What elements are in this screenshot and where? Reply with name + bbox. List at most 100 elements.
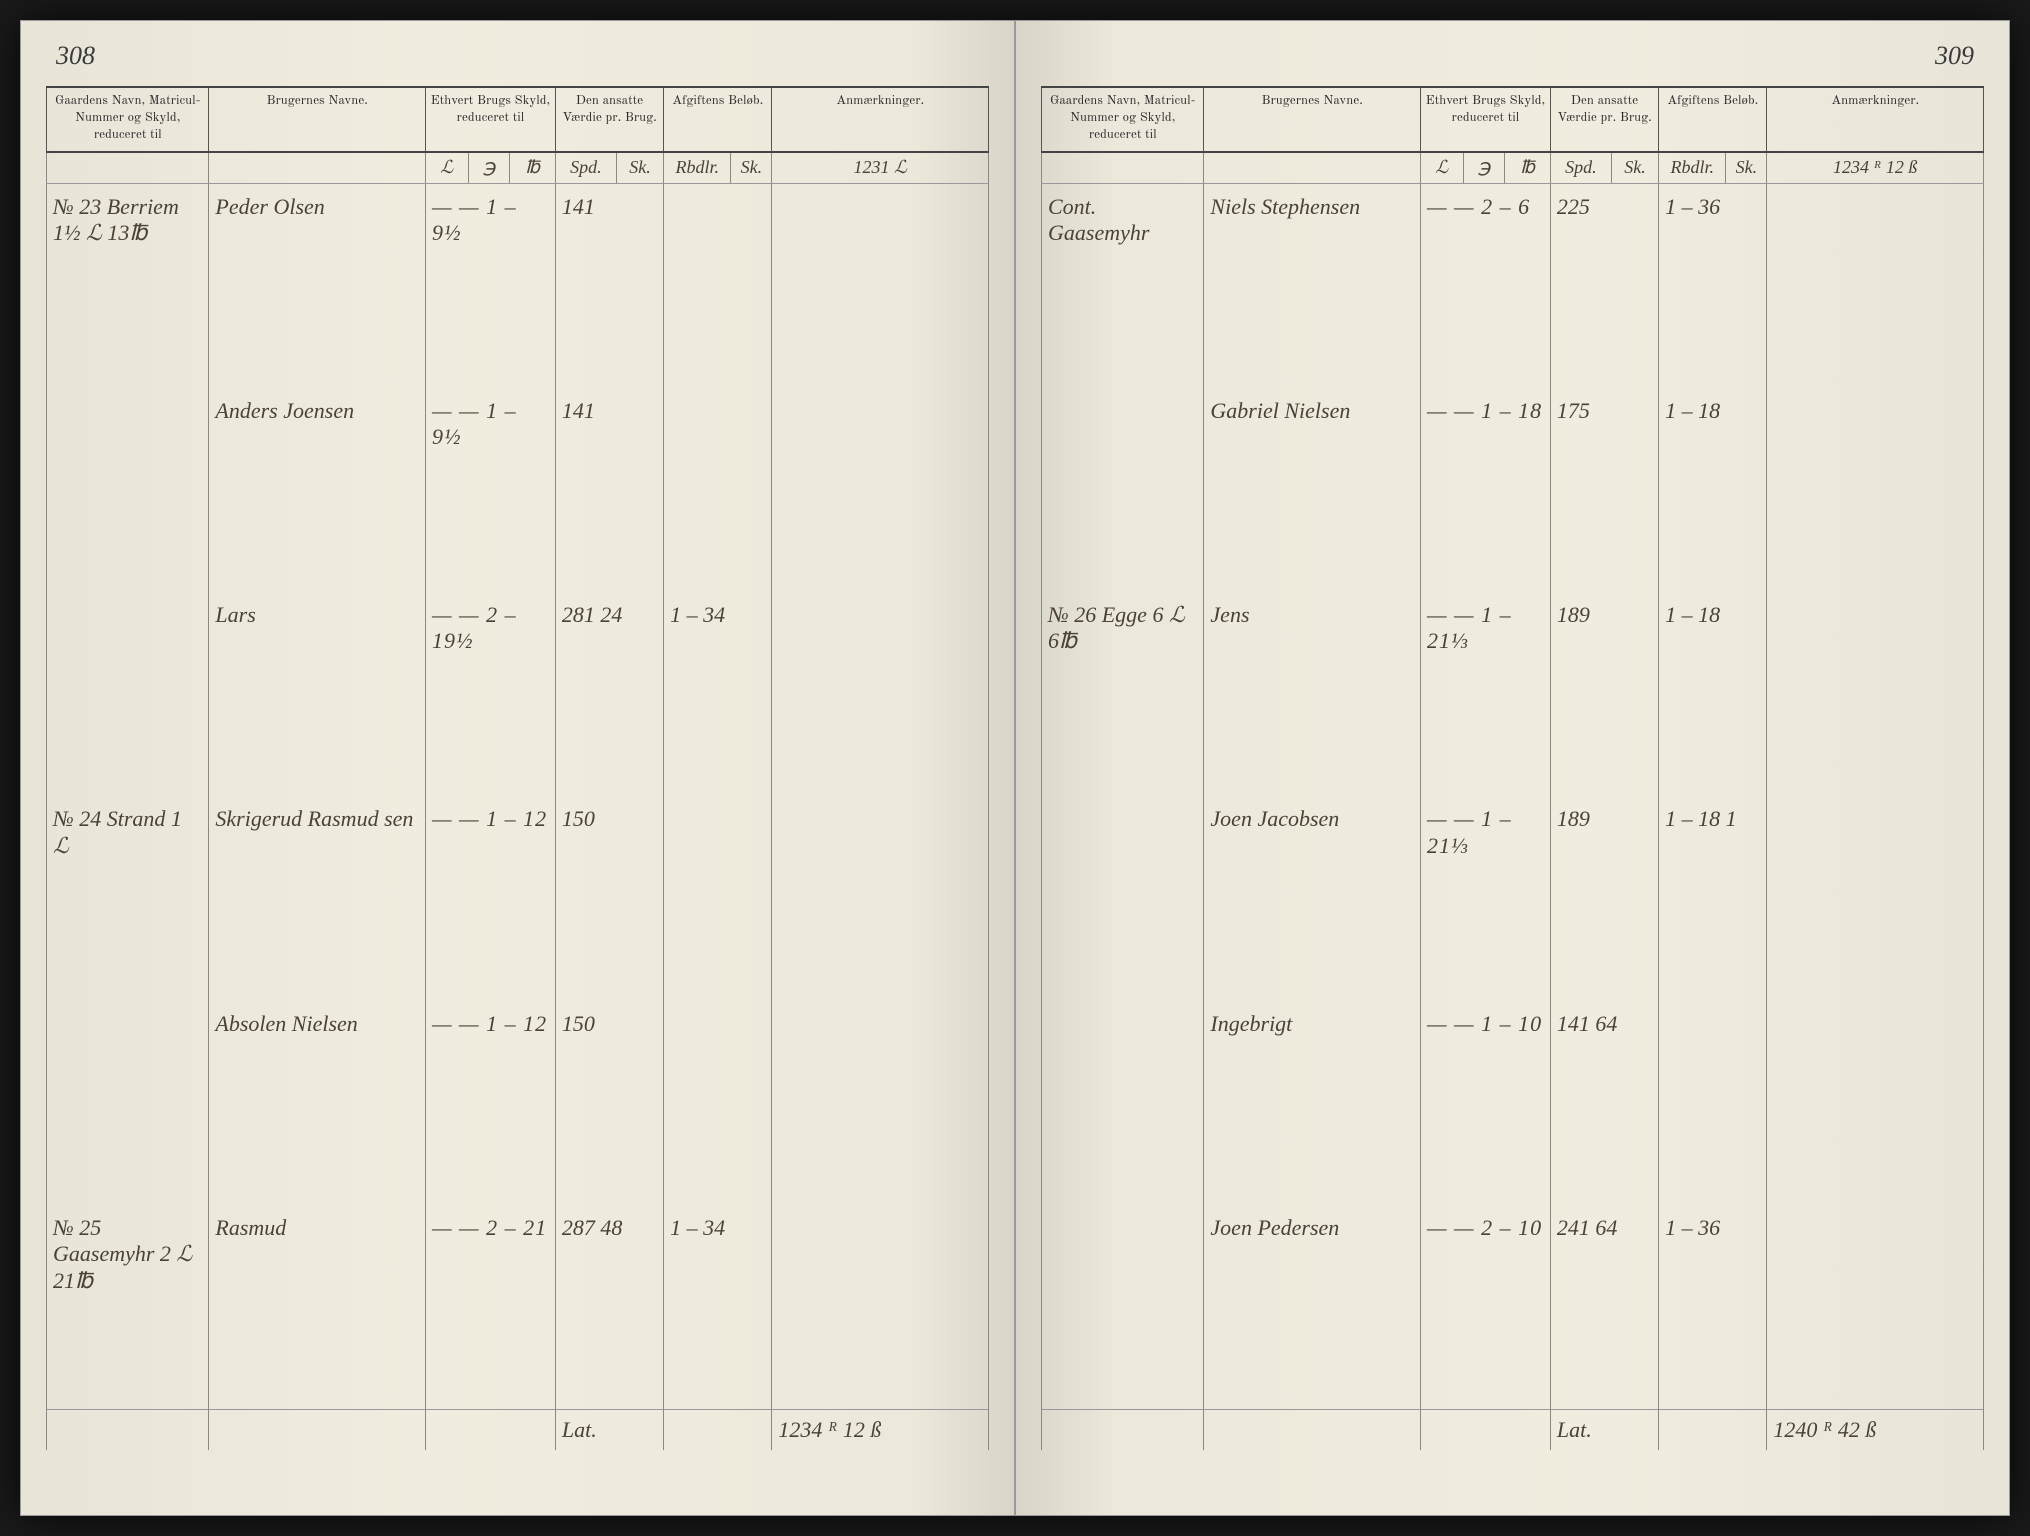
sub-skyld2: ℈ [1463, 152, 1505, 184]
footer-value: 1240 ᴿ 42 ß [1767, 1409, 1984, 1450]
cell-afgift [664, 183, 772, 387]
cell-vaerdie: 281 24 [555, 592, 663, 796]
cell-vaerdie: 225 [1550, 183, 1658, 387]
header-row: Gaardens Navn, Matricul-Nummer og Skyld,… [1042, 87, 1984, 152]
sub-skyld3: ℔ [1505, 152, 1550, 184]
footer-row: Lat. 1234 ᴿ 12 ß [47, 1409, 989, 1450]
cell-vaerdie: 189 [1550, 796, 1658, 1000]
cell-gaard: № 23 Berriem 1½ ℒ 13℔ [47, 183, 209, 387]
col-header-skyld: Ethvert Brugs Skyld, reduceret til [425, 87, 555, 152]
cell-afgift: 1 – 18 [1659, 592, 1767, 796]
cell-bruger: Joen Jacobsen [1204, 796, 1421, 1000]
footer-value: 1234 ᴿ 12 ß [772, 1409, 989, 1450]
cell-skyld: — — 2 – 10 [1420, 1205, 1550, 1409]
table-row: Absolen Nielsen — — 1 – 12 150 [47, 1001, 989, 1205]
sub-vaerdie1: Spd. [555, 152, 616, 184]
table-row: Lars — — 2 – 19½ 281 24 1 – 34 [47, 592, 989, 796]
cell-gaard [1042, 796, 1204, 1000]
cell-skyld: — — 1 – 12 [425, 1001, 555, 1205]
ledger-table-left: Gaardens Navn, Matricul-Nummer og Skyld,… [46, 86, 989, 1450]
cell-gaard [1042, 1001, 1204, 1205]
table-row: Gabriel Nielsen — — 1 – 18 175 1 – 18 [1042, 388, 1984, 592]
cell-afgift [664, 388, 772, 592]
cell-skyld: — — 1 – 9½ [425, 388, 555, 592]
cell-bruger: Ingebrigt [1204, 1001, 1421, 1205]
cell-bruger: Peder Olsen [209, 183, 426, 387]
cell-afgift [1659, 1001, 1767, 1205]
cell-vaerdie: 175 [1550, 388, 1658, 592]
col-header-gaard: Gaardens Navn, Matricul-Nummer og Skyld,… [47, 87, 209, 152]
left-page: 308 Gaardens Navn, Matricul-Nummer og Sk… [20, 20, 1015, 1516]
ledger-table-right: Gaardens Navn, Matricul-Nummer og Skyld,… [1041, 86, 1984, 1450]
cell-bruger: Lars [209, 592, 426, 796]
cell-skyld: — — 2 – 19½ [425, 592, 555, 796]
cell-afgift: 1 – 36 [1659, 1205, 1767, 1409]
cell-afgift: 1 – 18 [1659, 388, 1767, 592]
footer-label: Lat. [555, 1409, 663, 1450]
cell-vaerdie: 150 [555, 1001, 663, 1205]
cell-bruger: Absolen Nielsen [209, 1001, 426, 1205]
table-row: № 23 Berriem 1½ ℒ 13℔ Peder Olsen — — 1 … [47, 183, 989, 387]
table-row: Joen Jacobsen — — 1 – 21⅓ 189 1 – 18 1 [1042, 796, 1984, 1000]
table-row: Anders Joensen — — 1 – 9½ 141 [47, 388, 989, 592]
cell-vaerdie: 150 [555, 796, 663, 1000]
col-header-vaerdie: Den ansatte Værdie pr. Brug. [1550, 87, 1658, 152]
cell-gaard: № 26 Egge 6 ℒ 6℔ [1042, 592, 1204, 796]
footer-label: Lat. [1550, 1409, 1658, 1450]
cell-afgift [664, 1001, 772, 1205]
cell-afgift: 1 – 36 [1659, 183, 1767, 387]
cell-bruger: Niels Stephensen [1204, 183, 1421, 387]
table-row: Cont. Gaasemyhr Niels Stephensen — — 2 –… [1042, 183, 1984, 387]
right-page: 309 Gaardens Navn, Matricul-Nummer og Sk… [1015, 20, 2010, 1516]
cell-vaerdie: 189 [1550, 592, 1658, 796]
col-header-vaerdie: Den ansatte Værdie pr. Brug. [555, 87, 663, 152]
cell-skyld: — — 2 – 6 [1420, 183, 1550, 387]
sub-vaerdie2: Sk. [1611, 152, 1658, 184]
carry-forward-left: 1231 ℒ [772, 152, 989, 184]
cell-skyld: — — 1 – 18 [1420, 388, 1550, 592]
table-row: № 26 Egge 6 ℒ 6℔ Jens — — 1 – 21⅓ 189 1 … [1042, 592, 1984, 796]
cell-skyld: — — 1 – 21⅓ [1420, 796, 1550, 1000]
col-header-bruger: Brugernes Navne. [1204, 87, 1421, 152]
sub-header-row: ℒ ℈ ℔ Spd. Sk. Rbdlr. Sk. 1231 ℒ [47, 152, 989, 184]
cell-gaard [47, 592, 209, 796]
cell-gaard: № 24 Strand 1 ℒ [47, 796, 209, 1000]
cell-vaerdie: 141 [555, 183, 663, 387]
cell-afgift: 1 – 34 [664, 592, 772, 796]
sub-vaerdie2: Sk. [616, 152, 663, 184]
cell-vaerdie: 287 48 [555, 1205, 663, 1409]
col-header-skyld: Ethvert Brugs Skyld, reduceret til [1420, 87, 1550, 152]
sub-skyld1: ℒ [1420, 152, 1463, 184]
col-header-gaard: Gaardens Navn, Matricul-Nummer og Skyld,… [1042, 87, 1204, 152]
sub-afgift1: Rbdlr. [1659, 152, 1726, 184]
cell-afgift: 1 – 18 1 [1659, 796, 1767, 1000]
col-header-bruger: Brugernes Navne. [209, 87, 426, 152]
cell-skyld: — — 1 – 12 [425, 796, 555, 1000]
col-header-afgift: Afgiftens Beløb. [664, 87, 772, 152]
cell-skyld: — — 1 – 10 [1420, 1001, 1550, 1205]
table-row: Joen Pedersen — — 2 – 10 241 64 1 – 36 [1042, 1205, 1984, 1409]
cell-skyld: — — 1 – 9½ [425, 183, 555, 387]
ledger-book: 308 Gaardens Navn, Matricul-Nummer og Sk… [20, 20, 2010, 1516]
sub-vaerdie1: Spd. [1550, 152, 1611, 184]
cell-bruger: Gabriel Nielsen [1204, 388, 1421, 592]
cell-gaard [47, 388, 209, 592]
cell-gaard [1042, 388, 1204, 592]
sub-afgift2: Sk. [1726, 152, 1767, 184]
cell-bruger: Rasmud [209, 1205, 426, 1409]
sub-afgift2: Sk. [731, 152, 772, 184]
table-row: № 25 Gaasemyhr 2 ℒ 21℔ Rasmud — — 2 – 21… [47, 1205, 989, 1409]
sub-skyld3: ℔ [510, 152, 555, 184]
table-row: Ingebrigt — — 1 – 10 141 64 [1042, 1001, 1984, 1205]
cell-skyld: — — 1 – 21⅓ [1420, 592, 1550, 796]
cell-gaard: Cont. Gaasemyhr [1042, 183, 1204, 387]
cell-afgift [664, 796, 772, 1000]
header-row: Gaardens Navn, Matricul-Nummer og Skyld,… [47, 87, 989, 152]
cell-gaard [47, 1001, 209, 1205]
col-header-afgift: Afgiftens Beløb. [1659, 87, 1767, 152]
cell-bruger: Joen Pedersen [1204, 1205, 1421, 1409]
col-header-anm: Anmærkninger. [772, 87, 989, 152]
cell-skyld: — — 2 – 21 [425, 1205, 555, 1409]
sub-skyld1: ℒ [425, 152, 468, 184]
cell-bruger: Anders Joensen [209, 388, 426, 592]
